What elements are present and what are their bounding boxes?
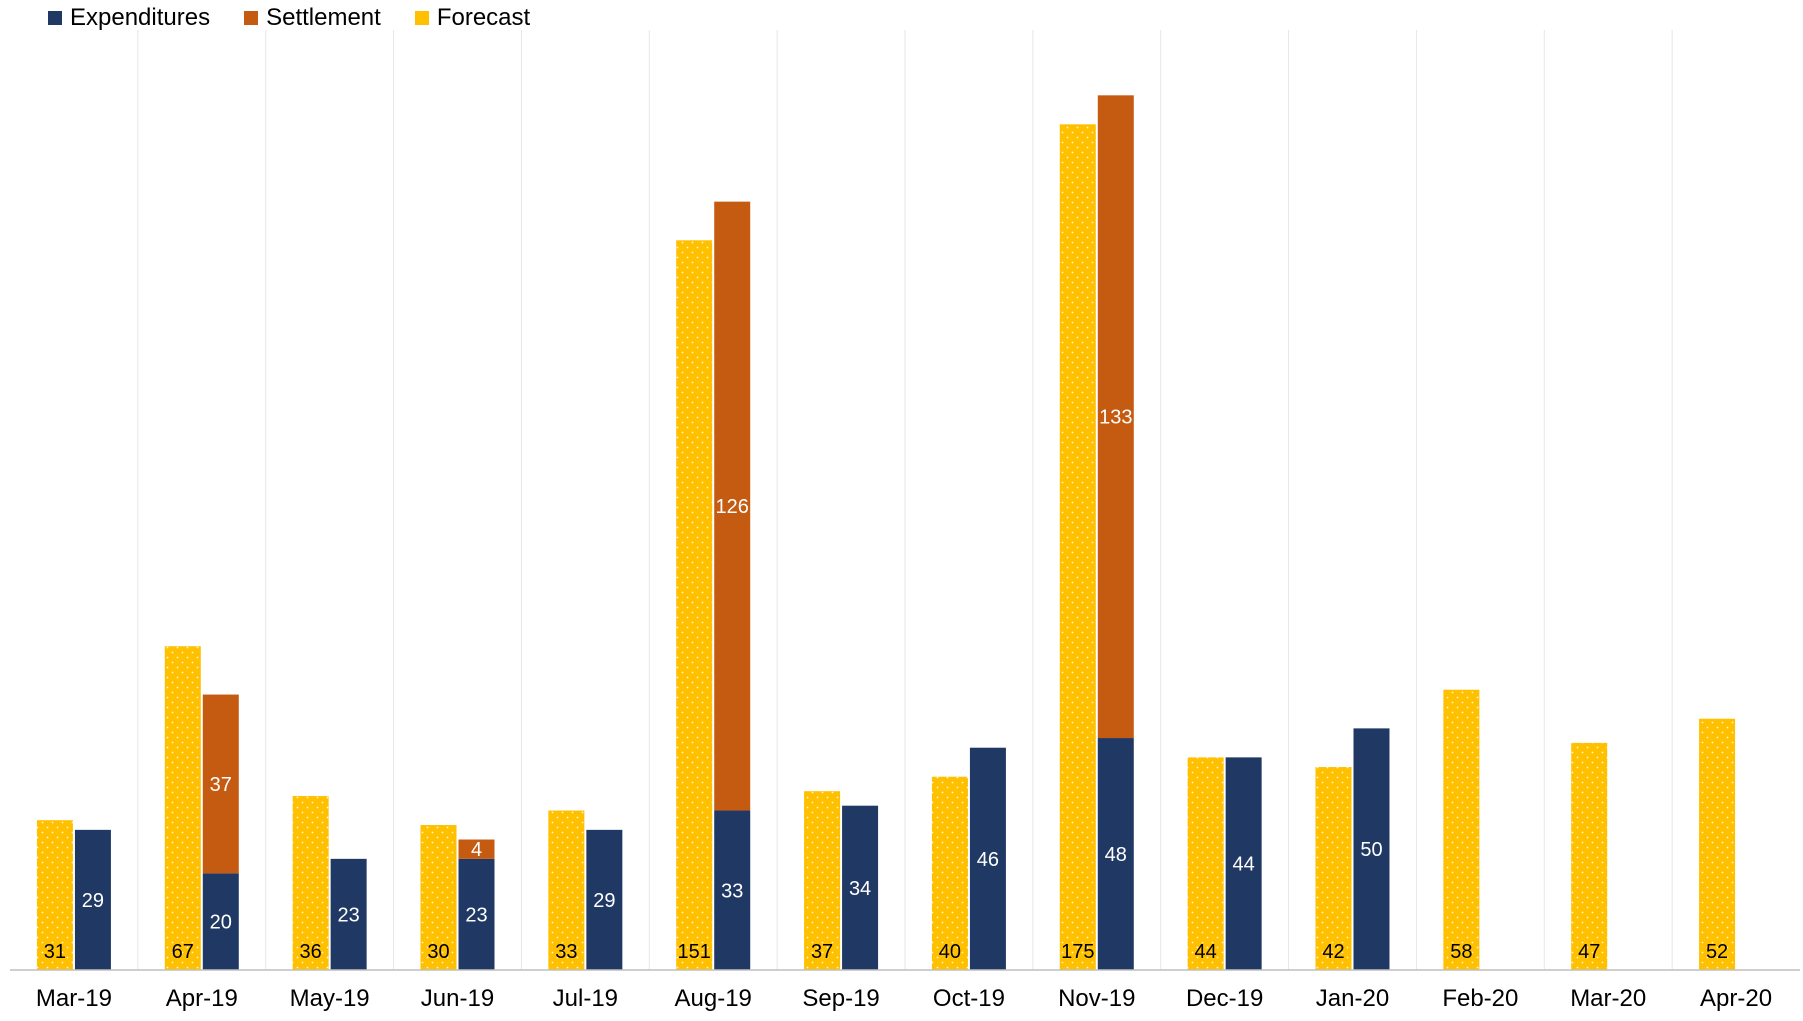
label-forecast-Aug-19: 151 bbox=[678, 941, 711, 963]
bar-forecast-Apr-19 bbox=[165, 646, 201, 970]
label-expenditures-Apr-19: 20 bbox=[210, 912, 232, 934]
label-expenditures-Jan-20: 50 bbox=[1360, 839, 1382, 861]
label-settlement-Nov-19: 133 bbox=[1099, 407, 1132, 429]
label-expenditures-Jul-19: 29 bbox=[593, 890, 615, 912]
label-forecast-Apr-20: 52 bbox=[1706, 941, 1728, 963]
label-forecast-Dec-19: 44 bbox=[1195, 941, 1217, 963]
label-expenditures-Jun-19: 23 bbox=[465, 904, 487, 926]
label-expenditures-Aug-19: 33 bbox=[721, 880, 743, 902]
label-forecast-Feb-20: 58 bbox=[1450, 941, 1472, 963]
x-tick-label-Feb-20: Feb-20 bbox=[1442, 985, 1518, 1012]
label-settlement-Jun-19: 4 bbox=[471, 839, 482, 861]
label-forecast-Jan-20: 42 bbox=[1322, 941, 1344, 963]
bar-forecast-Feb-20 bbox=[1443, 690, 1479, 970]
x-tick-label-Sep-19: Sep-19 bbox=[802, 985, 879, 1012]
x-tick-label-Aug-19: Aug-19 bbox=[675, 985, 752, 1012]
label-forecast-Oct-19: 40 bbox=[939, 941, 961, 963]
label-settlement-Aug-19: 126 bbox=[716, 496, 749, 518]
bar-forecast-Nov-19 bbox=[1060, 124, 1096, 970]
label-forecast-Apr-19: 67 bbox=[172, 941, 194, 963]
x-tick-label-Apr-20: Apr-20 bbox=[1700, 985, 1772, 1012]
label-expenditures-Mar-19: 29 bbox=[82, 890, 104, 912]
x-tick-label-Mar-20: Mar-20 bbox=[1570, 985, 1646, 1012]
x-tick-label-Oct-19: Oct-19 bbox=[933, 985, 1005, 1012]
label-forecast-Sep-19: 37 bbox=[811, 941, 833, 963]
label-forecast-Jun-19: 30 bbox=[427, 941, 449, 963]
label-expenditures-Dec-19: 44 bbox=[1233, 854, 1255, 876]
label-forecast-Mar-19: 31 bbox=[44, 941, 66, 963]
x-tick-label-Nov-19: Nov-19 bbox=[1058, 985, 1135, 1012]
label-forecast-Nov-19: 175 bbox=[1061, 941, 1094, 963]
label-forecast-Jul-19: 33 bbox=[555, 941, 577, 963]
bar-forecast-Aug-19 bbox=[676, 240, 712, 970]
label-forecast-May-19: 36 bbox=[300, 941, 322, 963]
x-tick-label-Jun-19: Jun-19 bbox=[421, 985, 494, 1012]
label-expenditures-May-19: 23 bbox=[338, 904, 360, 926]
x-tick-label-May-19: May-19 bbox=[290, 985, 370, 1012]
label-expenditures-Nov-19: 48 bbox=[1105, 844, 1127, 866]
label-settlement-Apr-19: 37 bbox=[210, 774, 232, 796]
x-tick-label-Dec-19: Dec-19 bbox=[1186, 985, 1263, 1012]
bar-forecast-Apr-20 bbox=[1699, 719, 1735, 970]
x-tick-label-Jul-19: Jul-19 bbox=[553, 985, 618, 1012]
bar-forecast-Jan-20 bbox=[1316, 767, 1352, 970]
label-forecast-Mar-20: 47 bbox=[1578, 941, 1600, 963]
x-tick-label-Apr-19: Apr-19 bbox=[166, 985, 238, 1012]
label-expenditures-Oct-19: 46 bbox=[977, 849, 999, 871]
bar-forecast-Dec-19 bbox=[1188, 757, 1224, 970]
bar-forecast-Mar-20 bbox=[1571, 743, 1607, 970]
x-tick-label-Mar-19: Mar-19 bbox=[36, 985, 112, 1012]
label-expenditures-Sep-19: 34 bbox=[849, 878, 871, 900]
x-tick-label-Jan-20: Jan-20 bbox=[1316, 985, 1389, 1012]
